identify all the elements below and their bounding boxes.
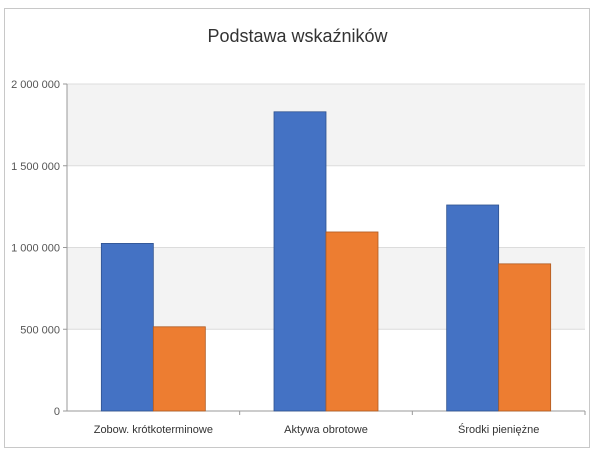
- x-category-label: Środki pieniężne: [458, 423, 539, 436]
- y-tick-label: 0: [54, 406, 60, 418]
- bar-series-2-1: [152, 326, 206, 412]
- chart-title: Podstawa wskaźników: [207, 26, 388, 46]
- bar-series-1-3: [446, 204, 500, 412]
- bar-series-2-2: [325, 231, 379, 412]
- y-tick-label: 500 000: [20, 324, 60, 336]
- bar-series-2-3: [498, 263, 552, 412]
- bar-series-1-1: [100, 243, 154, 412]
- x-category-label: Aktywa obrotowe: [284, 424, 368, 436]
- bar-series-1-2: [273, 111, 327, 412]
- y-tick-label: 1 500 000: [11, 161, 60, 173]
- y-tick-label: 1 000 000: [11, 243, 60, 255]
- y-tick-label: 2 000 000: [11, 79, 60, 91]
- x-category-label: Zobow. krótkoterminowe: [94, 424, 213, 436]
